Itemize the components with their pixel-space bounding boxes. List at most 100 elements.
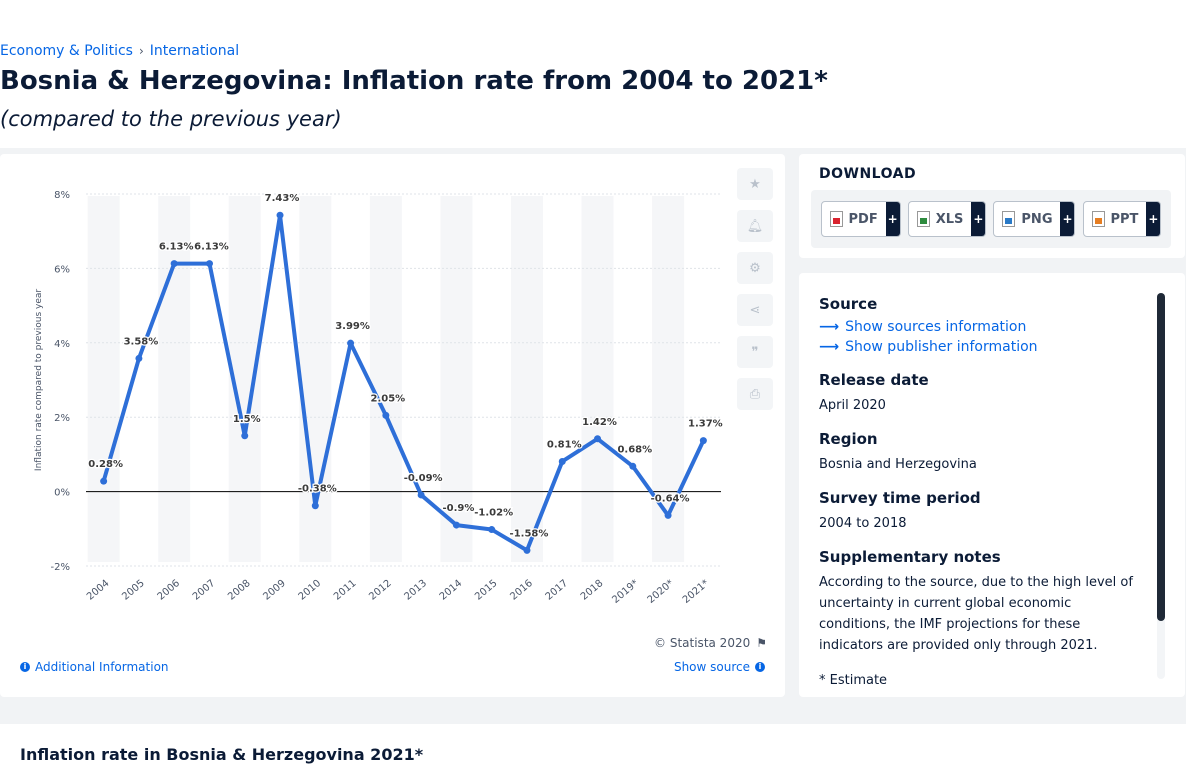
data-point (205, 260, 213, 268)
grid-lines (86, 193, 721, 567)
x-tick-label: 2004 (85, 578, 112, 603)
data-point (558, 457, 566, 465)
release-date-label: Release date (819, 371, 929, 389)
show-sources-link[interactable]: ⟶ Show sources information (819, 319, 1141, 335)
data-point (382, 411, 390, 419)
inflation-line-chart: -2%0%2%4%6%8% 2004 2005 2006 2007 2008 2009 20… (34, 190, 724, 606)
data-point (347, 339, 355, 347)
data-label: 6.13% (194, 242, 229, 253)
x-tick-label: 2008 (226, 578, 253, 603)
supplementary-notes-value: According to the source, due to the high… (819, 575, 1133, 653)
x-tick-label: 2017 (544, 578, 571, 603)
x-tick-label: 2011 (332, 578, 359, 603)
download-pdf-button[interactable]: PDF + (820, 201, 901, 237)
data-point (488, 526, 496, 534)
breadcrumb-separator: › (138, 44, 144, 58)
chart-card: -2% 0% 2% 4% 6% 8% 2004 2005 2006 2007 2008 2009 20… (0, 154, 785, 697)
copyright-text: © Statista 2020 (654, 636, 751, 650)
png-label: PNG (1021, 211, 1053, 227)
show-source-link[interactable]: Show source i (674, 660, 765, 674)
data-label: 6.13% (159, 242, 194, 253)
data-point (523, 546, 531, 554)
y-tick-label: 2% (54, 413, 70, 424)
data-point (100, 477, 108, 485)
download-png-button[interactable]: PNG + (993, 201, 1076, 237)
breadcrumb-international-link[interactable]: International (149, 43, 240, 59)
flag-icon[interactable]: ⚑ (756, 636, 767, 650)
survey-period-label: Survey time period (819, 489, 981, 507)
xls-plus[interactable]: + (971, 202, 986, 236)
star-icon[interactable]: ★ (737, 168, 773, 200)
data-label: 3.99% (335, 321, 370, 332)
data-point (452, 521, 460, 529)
x-tick-label: 2010 (297, 578, 324, 603)
data-label: -0.09% (404, 473, 443, 484)
share-icon[interactable]: ⋖ (737, 294, 773, 326)
data-label: 3.58% (124, 336, 159, 347)
y-tick-label: 0% (54, 488, 70, 499)
x-tick-label: 2016 (508, 578, 535, 603)
category-band (369, 196, 402, 562)
data-label: -0.64% (651, 493, 690, 504)
category-band (87, 196, 120, 562)
download-ppt-button[interactable]: PPT + (1082, 201, 1162, 237)
data-label: 0.68% (617, 444, 652, 455)
scrollbar-thumb[interactable] (1157, 293, 1165, 621)
copyright: © Statista 2020 ⚑ (654, 636, 767, 650)
source-details: Source ⟶ Show sources information ⟶ Show p… (819, 295, 1141, 697)
x-tick-label: 2019* (610, 578, 640, 606)
png-plus[interactable]: + (1060, 202, 1075, 236)
data-label: -0.9% (442, 503, 474, 514)
quote-icon[interactable]: ❞ (737, 336, 773, 368)
download-buttons: PDF + XLS + PNG + PPT + (811, 190, 1171, 248)
category-band (652, 196, 685, 562)
data-point (241, 432, 249, 440)
ppt-label: PPT (1110, 211, 1139, 227)
ppt-file-icon (1091, 211, 1105, 227)
data-label: 1.42% (582, 417, 617, 428)
breadcrumb-economy-link[interactable]: Economy & Politics (0, 43, 133, 59)
xls-file-icon (916, 211, 930, 227)
data-labels: 0.28% 3.58% 6.13% 6.13% 1.5% 7.43% -0.38% 3.99%… (87, 192, 724, 541)
ppt-plus[interactable]: + (1146, 202, 1161, 236)
y-tick-label: 8% (54, 190, 70, 201)
png-file-icon (1002, 211, 1016, 227)
info-icon: i (20, 662, 30, 672)
x-tick-label: 2005 (120, 578, 147, 603)
show-publisher-link[interactable]: ⟶ Show publisher information (819, 339, 1141, 355)
data-label: 0.81% (547, 439, 582, 450)
estimate-note: * Estimate (819, 673, 888, 688)
data-label: 7.43% (265, 193, 300, 204)
data-label: 2.05% (371, 393, 406, 404)
category-band (440, 196, 473, 562)
download-card: DOWNLOAD PDF + XLS + PNG + PPT + (799, 154, 1185, 258)
bell-icon[interactable]: 🔔︎ (737, 210, 773, 242)
series-line (101, 213, 706, 553)
data-label: -0.38% (298, 484, 337, 495)
release-date-value: April 2020 (819, 398, 886, 413)
data-point (170, 260, 178, 268)
arrow-right-icon: ⟶ (819, 319, 840, 335)
chart-toolbar: ★ 🔔︎ ⚙ ⋖ ❞ ⎙ (737, 168, 773, 410)
related-card (0, 724, 1186, 764)
show-publisher-label: Show publisher information (845, 339, 1038, 355)
arrow-right-icon: ⟶ (819, 339, 840, 355)
breadcrumb: Economy & Politics › International (0, 43, 239, 59)
x-tick-label: 2009 (261, 578, 288, 603)
survey-period-value: 2004 to 2018 (819, 516, 907, 531)
x-tick-label: 2006 (156, 578, 183, 603)
pdf-file-icon (829, 211, 843, 227)
source-card: Source ⟶ Show sources information ⟶ Show p… (799, 273, 1185, 697)
y-axis-label: Inflation rate compared to previous year (34, 289, 44, 471)
header-background (0, 0, 1186, 148)
additional-information-link[interactable]: i Additional Information (20, 660, 169, 674)
y-axis-ticks: -2% 0% 2% 4% 6% 8% (51, 190, 70, 573)
download-title: DOWNLOAD (819, 166, 917, 182)
x-tick-label: 2013 (402, 578, 429, 603)
gear-icon[interactable]: ⚙ (737, 252, 773, 284)
pdf-plus[interactable]: + (885, 202, 900, 236)
data-label: 1.5% (233, 414, 261, 425)
related-statistic-title[interactable]: Inflation rate in Bosnia & Herzegovina 2… (20, 745, 424, 764)
download-xls-button[interactable]: XLS + (907, 201, 987, 237)
print-icon[interactable]: ⎙ (737, 378, 773, 410)
